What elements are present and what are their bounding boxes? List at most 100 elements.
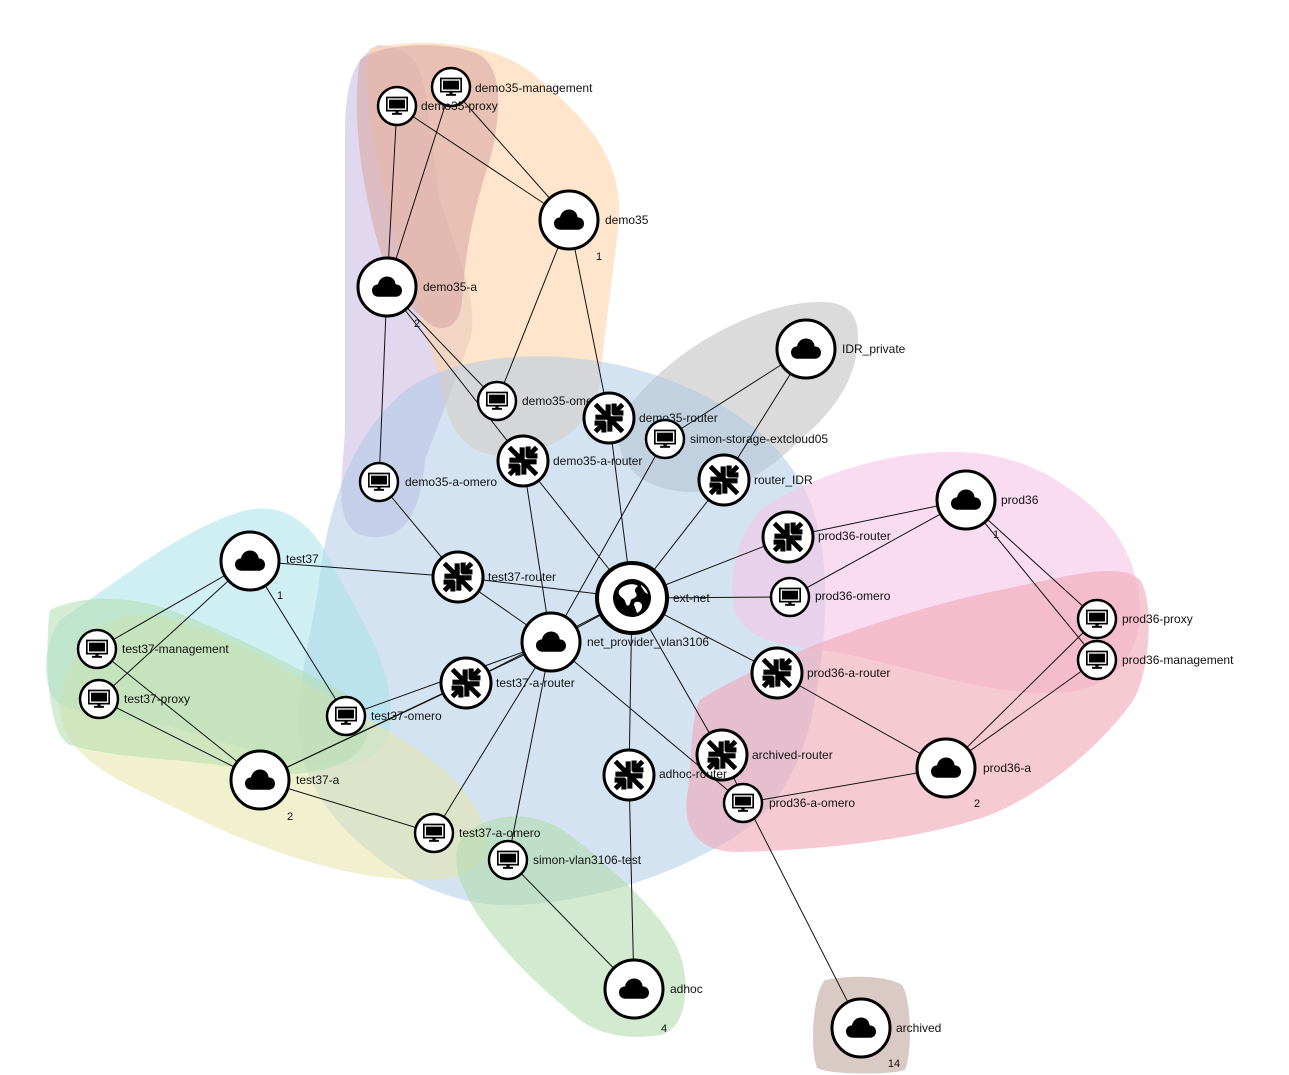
node-label: demo35-a-router — [553, 454, 642, 468]
node-adhoc-router[interactable]: adhoc-router — [602, 748, 727, 802]
node-archived[interactable]: archived 14 — [830, 997, 941, 1070]
node-prod36-router[interactable]: prod36-router — [761, 510, 891, 564]
node-label: net_provider_vlan3106 — [587, 635, 709, 649]
edge-demo35-proxy-demo35 — [396, 105, 570, 221]
node-router_IDR[interactable]: router_IDR — [697, 453, 813, 507]
node-label: simon-storage-extcloud05 — [690, 432, 828, 446]
node-label: test37-omero — [371, 709, 442, 723]
instance-count-label: 1 — [596, 251, 602, 263]
node-prod36-omero[interactable]: prod36-omero — [769, 576, 891, 618]
globe-icon — [613, 579, 651, 617]
node-label: archived — [896, 1021, 941, 1035]
node-label: adhoc-router — [659, 767, 727, 781]
node-label: test37-management — [122, 642, 229, 656]
group-hull — [686, 571, 1149, 853]
node-label: demo35-proxy — [421, 99, 498, 113]
node-label: archived-router — [752, 748, 833, 762]
node-demo35-management[interactable]: demo35-management — [430, 66, 593, 108]
node-label: test37-a-omero — [459, 826, 541, 840]
node-IDR_private[interactable]: IDR_private — [775, 318, 906, 380]
node-simon-storage-extcloud05[interactable]: simon-storage-extcloud05 — [644, 418, 828, 460]
node-test37-omero[interactable]: test37-omero — [325, 695, 442, 737]
node-label: demo35-router — [639, 411, 718, 425]
node-label: demo35 — [605, 213, 649, 227]
node-label: adhoc — [670, 982, 703, 996]
router-icon — [451, 668, 482, 699]
edge-prod36-a-router-prod36-a — [776, 672, 947, 769]
node-simon-vlan3106-test[interactable]: simon-vlan3106-test — [487, 839, 642, 881]
node-label: prod36-a-router — [807, 666, 890, 680]
node-label: demo35-a-omero — [405, 475, 497, 489]
node-demo35-a-omero[interactable]: demo35-a-omero — [358, 461, 497, 503]
node-test37-router[interactable]: test37-router — [431, 550, 556, 604]
edge-demo35-a-demo35-a-router — [386, 286, 524, 462]
router-icon — [443, 562, 474, 593]
node-label: test37-proxy — [124, 692, 190, 706]
node-demo35-omero[interactable]: demo35-omero — [476, 380, 604, 422]
node-label: test37-a-router — [496, 676, 575, 690]
node-label: router_IDR — [754, 473, 813, 487]
node-prod36-a-router[interactable]: prod36-a-router — [750, 646, 890, 700]
node-label: prod36-router — [818, 529, 891, 543]
node-archived-router[interactable]: archived-router — [695, 728, 833, 782]
edge-test37-test37-router — [249, 560, 459, 578]
group-hulls — [45, 42, 1149, 1074]
instance-count-label: 1 — [277, 590, 283, 602]
router-icon — [614, 760, 645, 791]
node-test37-management[interactable]: test37-management — [76, 628, 229, 670]
router-icon — [707, 740, 738, 771]
nodes-layer: demo35-managementdemo35-proxydemo351demo… — [76, 66, 1234, 1070]
node-label: ext-net — [673, 591, 710, 605]
node-label: test37-router — [488, 570, 556, 584]
node-label: test37-a — [296, 773, 340, 787]
node-ext-net[interactable]: ext-net — [595, 561, 710, 635]
node-prod36-a[interactable]: prod36-a 2 — [915, 737, 1031, 810]
node-label: prod36-omero — [815, 589, 891, 603]
node-test37-a-router[interactable]: test37-a-router — [439, 656, 575, 710]
edge-prod36-prod36-management — [965, 499, 1098, 661]
instance-count-label: 1 — [993, 529, 999, 541]
router-icon — [762, 658, 793, 689]
node-label: prod36-a — [983, 761, 1031, 775]
edge-test37-a-router-test37-a — [259, 682, 467, 781]
node-demo35-proxy[interactable]: demo35-proxy — [376, 85, 498, 127]
edge-prod36-a-prod36-a-omero — [742, 767, 947, 804]
node-label: IDR_private — [842, 342, 906, 356]
node-label: demo35-management — [475, 81, 593, 95]
edge-demo35-a-router-net_provider_vlan3106 — [522, 460, 552, 643]
router-icon — [508, 446, 539, 477]
node-test37-a-omero[interactable]: test37-a-omero — [413, 812, 541, 854]
node-label: prod36-a-omero — [769, 796, 855, 810]
edge-test37-management-test37-a — [96, 648, 261, 781]
node-label: prod36 — [1001, 493, 1039, 507]
edge-net_provider_vlan3106-test37-a-omero — [433, 641, 552, 834]
node-test37-a[interactable]: test37-a 2 — [229, 749, 340, 823]
node-prod36-a-omero[interactable]: prod36-a-omero — [722, 782, 855, 824]
node-label: simon-vlan3106-test — [533, 853, 642, 867]
router-icon — [773, 522, 804, 553]
node-prod36-management[interactable]: prod36-management — [1076, 639, 1234, 681]
node-demo35-a[interactable]: demo35-a 2 — [356, 256, 477, 330]
node-test37-proxy[interactable]: test37-proxy — [78, 678, 190, 720]
node-adhoc[interactable]: adhoc 4 — [603, 958, 703, 1035]
edge-demo35-management-demo35-a — [386, 86, 452, 288]
node-prod36-proxy[interactable]: prod36-proxy — [1076, 598, 1193, 640]
edge-test37-test37-proxy — [98, 560, 251, 700]
node-demo35-a-router[interactable]: demo35-a-router — [496, 434, 642, 488]
node-net_provider_vlan3106[interactable]: net_provider_vlan3106 — [520, 611, 709, 673]
node-demo35[interactable]: demo35 1 — [538, 189, 649, 263]
node-label: test37 — [286, 552, 319, 566]
edge-prod36-proxy-prod36-a — [945, 618, 1098, 769]
edge-prod36-management-prod36-a — [945, 659, 1098, 769]
edge-demo35-demo35-omero — [496, 219, 570, 402]
group-hull — [47, 598, 368, 774]
edge-prod36-prod36-omero — [789, 499, 967, 598]
edge-net_provider_vlan3106-simon-vlan3106-test — [507, 641, 552, 861]
router-icon — [709, 465, 740, 496]
node-label: prod36-management — [1122, 653, 1234, 667]
edge-demo35-a-demo35-a-omero — [378, 286, 388, 483]
node-label: prod36-proxy — [1122, 612, 1193, 626]
node-test37[interactable]: test37 1 — [219, 530, 319, 602]
node-prod36[interactable]: prod36 1 — [935, 469, 1039, 541]
